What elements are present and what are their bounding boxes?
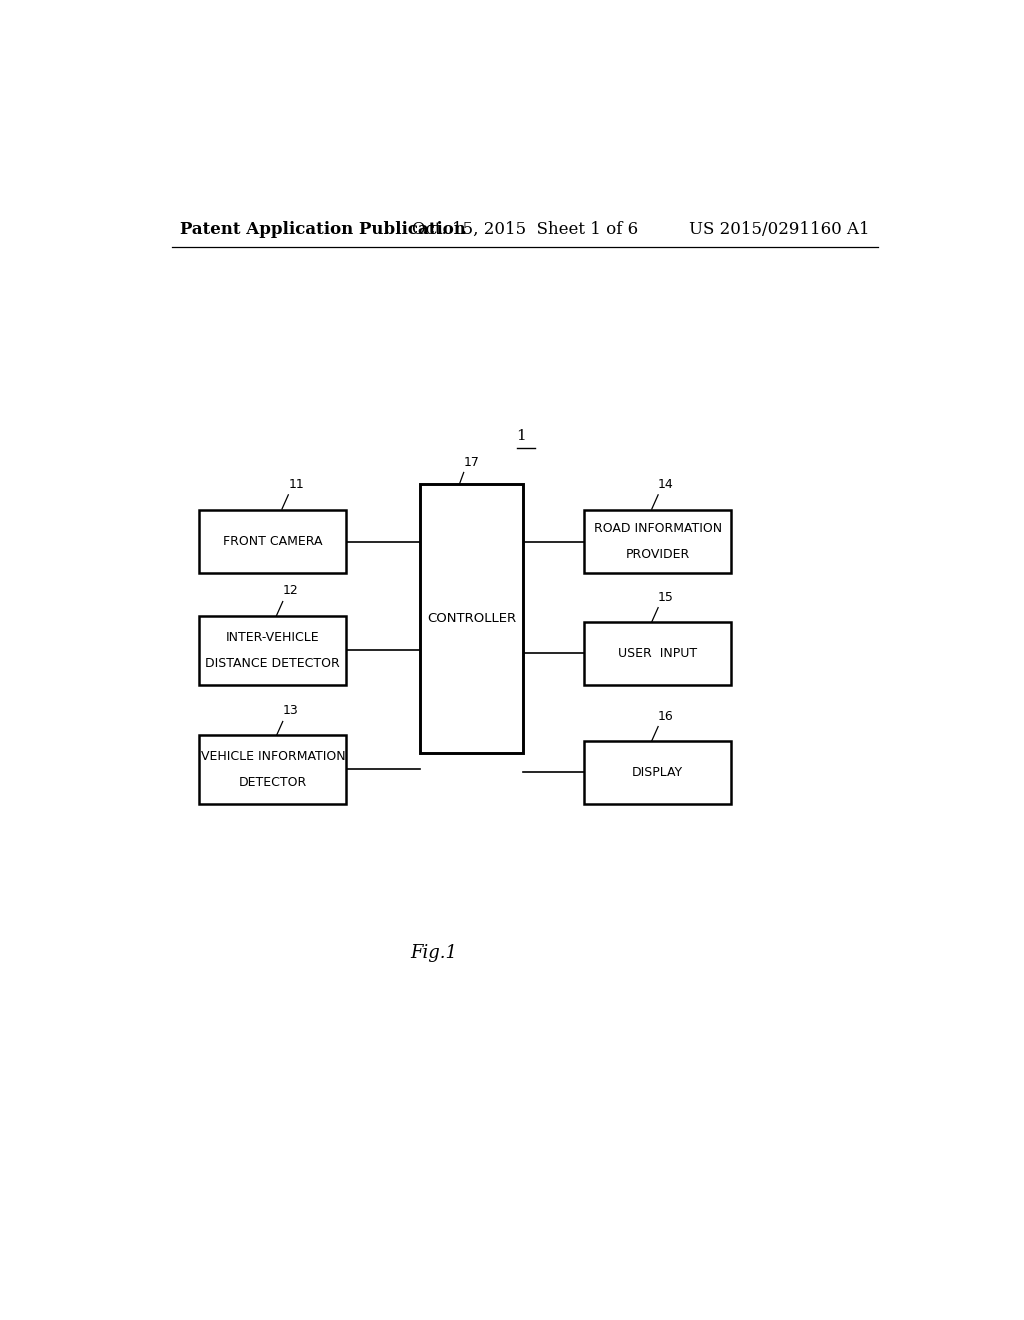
Text: 1: 1 <box>516 429 525 444</box>
Text: 14: 14 <box>658 478 674 491</box>
Text: PROVIDER: PROVIDER <box>626 548 690 561</box>
Text: 16: 16 <box>658 710 674 722</box>
Bar <box>585 622 731 685</box>
Text: CONTROLLER: CONTROLLER <box>427 612 516 624</box>
Text: 17: 17 <box>464 457 479 470</box>
Bar <box>585 510 731 573</box>
Text: 13: 13 <box>283 705 299 718</box>
Text: USER  INPUT: USER INPUT <box>618 647 697 660</box>
Text: FRONT CAMERA: FRONT CAMERA <box>223 535 323 548</box>
Text: Fig.1: Fig.1 <box>410 944 457 962</box>
Text: ROAD INFORMATION: ROAD INFORMATION <box>594 521 722 535</box>
Text: VEHICLE INFORMATION: VEHICLE INFORMATION <box>201 750 345 763</box>
Text: Patent Application Publication: Patent Application Publication <box>179 220 466 238</box>
Text: DETECTOR: DETECTOR <box>239 776 307 789</box>
Bar <box>200 510 346 573</box>
Bar <box>585 741 731 804</box>
Text: US 2015/0291160 A1: US 2015/0291160 A1 <box>689 220 870 238</box>
Text: Oct. 15, 2015  Sheet 1 of 6: Oct. 15, 2015 Sheet 1 of 6 <box>412 220 638 238</box>
Text: 15: 15 <box>658 590 674 603</box>
Text: DISPLAY: DISPLAY <box>632 766 683 779</box>
Text: 11: 11 <box>289 478 304 491</box>
Bar <box>420 483 523 752</box>
Text: INTER-VEHICLE: INTER-VEHICLE <box>226 631 319 644</box>
Bar <box>200 735 346 804</box>
Text: DISTANCE DETECTOR: DISTANCE DETECTOR <box>206 657 340 671</box>
Bar <box>200 615 346 685</box>
Text: 12: 12 <box>283 585 299 598</box>
